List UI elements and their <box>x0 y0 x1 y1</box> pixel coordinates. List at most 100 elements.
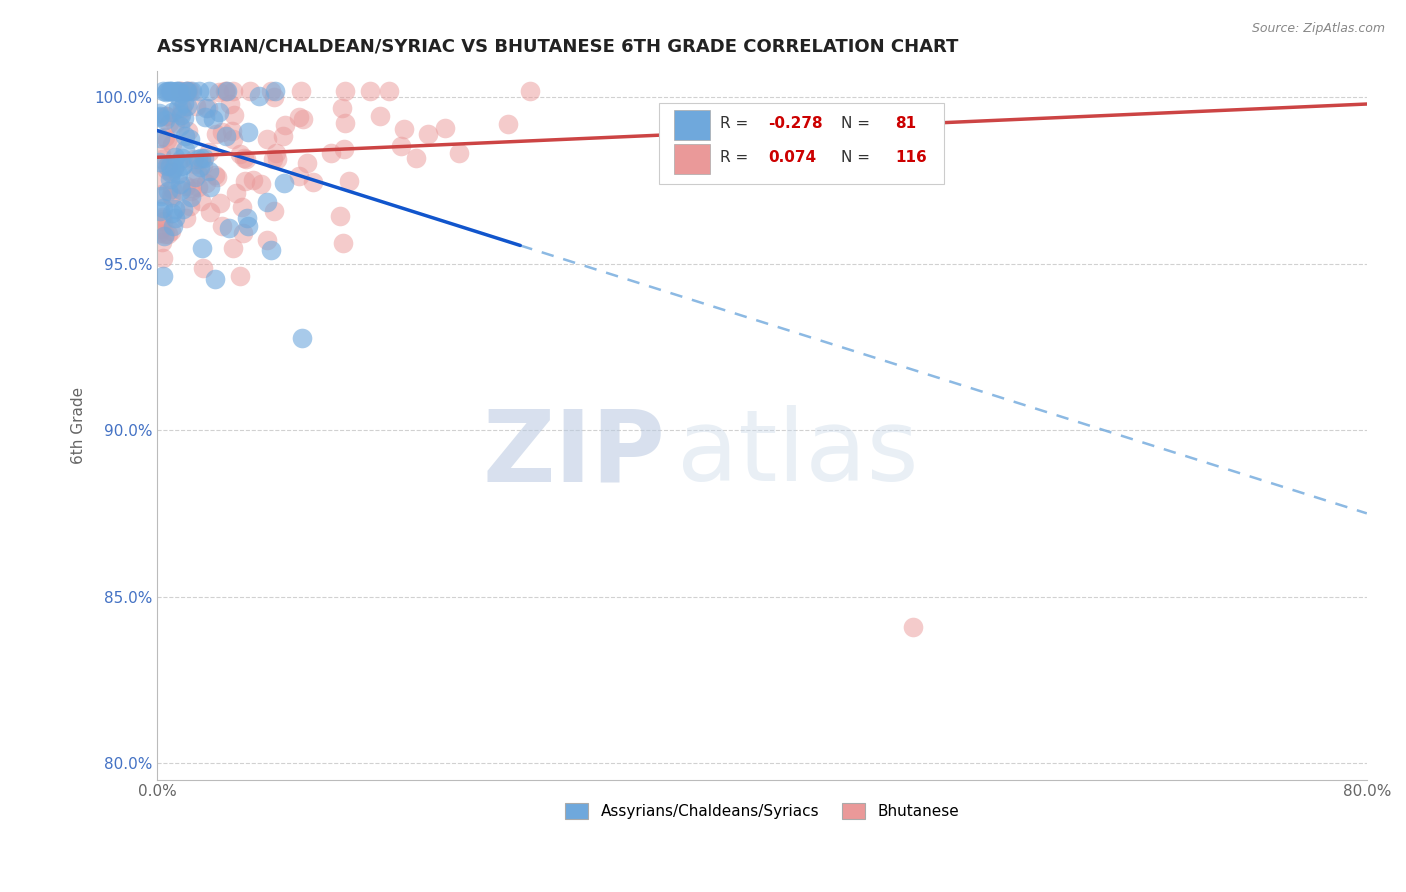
Point <box>152 213 174 227</box>
Point <box>160 166 183 180</box>
Point <box>177 84 200 98</box>
Point <box>153 112 176 127</box>
Point <box>150 188 173 202</box>
Point <box>266 153 288 167</box>
Point <box>416 127 439 141</box>
Point <box>150 235 173 249</box>
Text: -0.278: -0.278 <box>768 117 823 131</box>
Point <box>188 84 211 98</box>
Point <box>225 186 247 200</box>
Point <box>166 101 188 115</box>
Point <box>166 154 188 169</box>
Point <box>208 105 231 120</box>
Text: ASSYRIAN/CHALDEAN/SYRIAC VS BHUTANESE 6TH GRADE CORRELATION CHART: ASSYRIAN/CHALDEAN/SYRIAC VS BHUTANESE 6T… <box>157 37 959 55</box>
Point <box>207 170 229 185</box>
Point <box>221 123 243 137</box>
Point <box>148 226 170 240</box>
Point <box>201 112 224 127</box>
Point <box>170 106 193 120</box>
Point <box>174 211 197 226</box>
Point <box>204 271 226 285</box>
Point <box>150 152 173 166</box>
Point <box>152 84 174 98</box>
Point <box>332 236 354 251</box>
Point <box>260 243 283 257</box>
Point <box>163 202 186 216</box>
Point <box>247 89 270 103</box>
Point <box>169 119 191 133</box>
Point <box>174 143 197 157</box>
Point <box>152 268 174 283</box>
Point <box>156 133 179 147</box>
Point <box>148 106 170 120</box>
Bar <box>673 144 710 174</box>
Point <box>162 190 184 204</box>
Point <box>170 159 193 173</box>
Point <box>193 151 215 165</box>
Point <box>302 175 325 189</box>
Point <box>197 84 219 98</box>
Point <box>288 169 311 183</box>
Point <box>256 233 278 247</box>
Point <box>169 86 191 100</box>
Point <box>156 227 179 241</box>
Point <box>433 121 456 136</box>
Point <box>321 146 343 161</box>
Point <box>174 128 197 143</box>
Point <box>389 138 412 153</box>
Y-axis label: 6th Grade: 6th Grade <box>72 386 86 464</box>
Point <box>173 95 195 110</box>
Text: 116: 116 <box>896 151 927 165</box>
Text: Source: ZipAtlas.com: Source: ZipAtlas.com <box>1251 22 1385 36</box>
Point <box>176 84 198 98</box>
Point <box>176 99 198 113</box>
Point <box>177 124 200 138</box>
Point <box>256 195 278 210</box>
Text: N =: N = <box>841 117 875 131</box>
Point <box>159 172 181 186</box>
Point <box>232 151 254 165</box>
Point <box>274 118 297 132</box>
Point <box>172 158 194 172</box>
Point <box>174 84 197 98</box>
Point <box>181 84 204 98</box>
Point <box>194 110 217 124</box>
Point <box>152 251 174 265</box>
Point <box>165 84 187 98</box>
Point <box>260 84 283 98</box>
Point <box>229 269 252 284</box>
Point <box>179 199 201 213</box>
Point <box>172 202 194 217</box>
Point <box>187 179 209 194</box>
Point <box>179 84 201 98</box>
Point <box>392 122 415 136</box>
Text: R =: R = <box>720 151 754 165</box>
Point <box>159 116 181 130</box>
Point <box>191 261 214 276</box>
Point <box>176 84 198 98</box>
Point <box>197 101 219 115</box>
Point <box>215 84 238 98</box>
Point <box>162 206 184 220</box>
Point <box>368 109 391 123</box>
Point <box>903 619 925 633</box>
Point <box>160 84 183 98</box>
Point <box>174 179 197 194</box>
Point <box>172 101 194 115</box>
Point <box>166 84 188 98</box>
Point <box>266 146 288 161</box>
Point <box>148 110 170 124</box>
Point <box>329 209 352 223</box>
Point <box>184 156 207 170</box>
Point <box>160 182 183 196</box>
Point <box>218 97 240 112</box>
Text: R =: R = <box>720 117 754 131</box>
Text: 81: 81 <box>896 117 917 131</box>
Point <box>152 201 174 215</box>
Point <box>209 195 232 210</box>
Point <box>359 84 381 98</box>
Point <box>155 109 177 123</box>
Point <box>170 84 193 98</box>
Point <box>250 177 273 191</box>
Point <box>162 219 184 234</box>
